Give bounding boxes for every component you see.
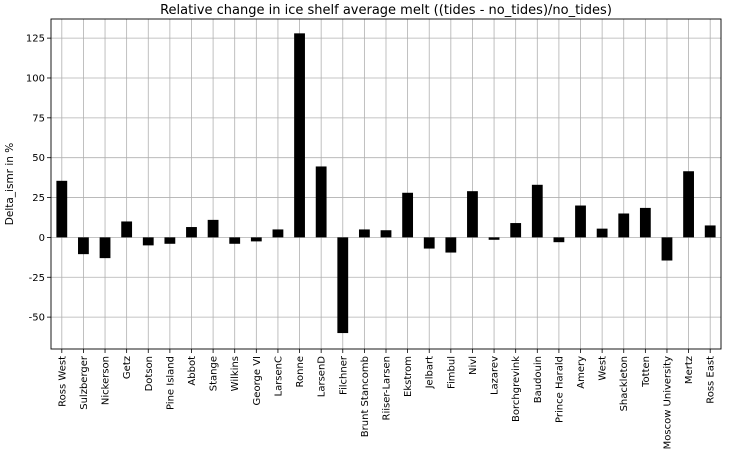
y-tick-label: -25 bbox=[29, 273, 45, 284]
bar-shackleton bbox=[618, 213, 630, 238]
x-tick-label: Stange bbox=[209, 356, 220, 391]
x-tick-label: Ronne bbox=[295, 356, 306, 387]
y-tick-label: -50 bbox=[29, 313, 45, 324]
bar-wilkins bbox=[229, 237, 241, 244]
bar-ronne bbox=[294, 33, 305, 238]
bar-ross-west bbox=[56, 180, 68, 238]
bar-fimbul bbox=[445, 237, 457, 253]
bar-prince-harald bbox=[553, 237, 565, 243]
x-tick-label: West bbox=[598, 356, 609, 381]
bar-borchgrevink bbox=[510, 223, 522, 238]
x-tick-label: Wilkins bbox=[230, 356, 241, 391]
x-tick-label: Dotson bbox=[144, 356, 155, 391]
bar-baudouin bbox=[531, 184, 543, 238]
bar-larsenc bbox=[272, 229, 284, 238]
x-tick-label: Prince Harald bbox=[554, 356, 565, 423]
x-tick-label: Moscow University bbox=[662, 356, 673, 449]
x-tick-label: Nivl bbox=[468, 356, 479, 375]
y-tick-label: 75 bbox=[32, 113, 45, 124]
bar-amery bbox=[575, 205, 586, 238]
bar-stange bbox=[207, 219, 219, 238]
x-tick-label: Abbot bbox=[187, 356, 198, 386]
x-tick-label: Lazarev bbox=[490, 356, 501, 395]
bar-abbot bbox=[186, 227, 197, 238]
x-tick-label: Ekstrom bbox=[403, 356, 414, 397]
bar-sulzberger bbox=[78, 237, 89, 255]
y-axis-label: Delta_ismr in % bbox=[4, 143, 16, 225]
x-tick-label: Fimbul bbox=[446, 356, 457, 389]
bar-larsend bbox=[315, 166, 327, 238]
x-tick-label: LarsenD bbox=[317, 356, 328, 398]
y-tick-label: 100 bbox=[26, 73, 45, 84]
bar-totten bbox=[639, 207, 651, 238]
bar-mertz bbox=[683, 171, 694, 238]
x-tick-label: Jelbart bbox=[425, 356, 436, 389]
bar-dotson bbox=[142, 237, 154, 246]
bar-lazarev bbox=[488, 237, 500, 240]
bar-george-vi bbox=[250, 237, 262, 242]
y-tick-label: 50 bbox=[32, 153, 45, 164]
bar-getz bbox=[121, 221, 133, 238]
bar-jelbart bbox=[423, 237, 435, 249]
y-tick-label: 25 bbox=[32, 193, 45, 204]
bar-riiser-larsen bbox=[380, 230, 392, 238]
x-tick-label: Borchgrevink bbox=[511, 356, 522, 422]
bar-ross-east bbox=[704, 225, 716, 238]
x-tick-label: Amery bbox=[576, 356, 587, 389]
bar-pine-island bbox=[164, 237, 176, 244]
bar-nickerson bbox=[99, 237, 111, 259]
bar-nivl bbox=[467, 191, 478, 238]
x-tick-label: Sulzberger bbox=[79, 355, 90, 410]
bar-series bbox=[56, 33, 716, 334]
y-axis-ticks: -50 -25 0 25 50 75 100 125 bbox=[26, 34, 51, 324]
x-tick-label: Filchner bbox=[338, 355, 349, 395]
x-tick-label: Nickerson bbox=[101, 356, 112, 405]
y-tick-label: 125 bbox=[26, 34, 45, 45]
y-tick-label: 0 bbox=[39, 233, 45, 244]
x-axis-ticks: Ross West Sulzberger Nickerson Getz Dotson Pi… bbox=[57, 349, 717, 449]
bar-moscow-university bbox=[661, 237, 673, 261]
x-tick-label: George VI bbox=[252, 356, 263, 405]
x-tick-label: Shackleton bbox=[619, 356, 630, 411]
x-tick-label: Baudouin bbox=[533, 356, 544, 403]
x-tick-label: Brunt Stancomb bbox=[360, 356, 371, 437]
bar-west bbox=[596, 228, 608, 238]
x-tick-label: Getz bbox=[122, 356, 133, 379]
bar-filchner bbox=[337, 237, 349, 334]
x-tick-label: Ross West bbox=[57, 356, 68, 407]
chart-title: Relative change in ice shelf average mel… bbox=[160, 3, 612, 18]
x-tick-label: Ross East bbox=[706, 356, 717, 404]
x-tick-label: Totten bbox=[641, 356, 652, 388]
x-tick-label: Mertz bbox=[684, 356, 695, 384]
grid-lines bbox=[51, 19, 721, 349]
bar-brunt-stancomb bbox=[358, 229, 370, 238]
x-tick-label: Pine Island bbox=[165, 356, 176, 410]
x-tick-label: LarsenC bbox=[273, 356, 284, 397]
x-tick-label: Riiser-Larsen bbox=[382, 356, 393, 420]
bar-ekstrom bbox=[402, 192, 414, 238]
